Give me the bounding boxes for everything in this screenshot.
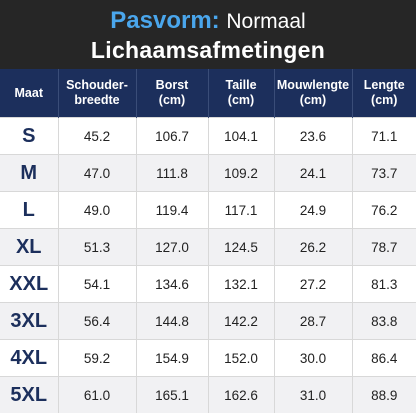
measure-cell: 56.4	[57, 302, 136, 340]
measure-cell: 111.8	[135, 154, 208, 192]
measure-cell: 165.1	[135, 376, 208, 413]
measure-cell: 47.0	[57, 154, 136, 192]
size-table: Maat Schouder-breedte Borst (cm) Taille (cm) M…	[0, 69, 416, 413]
measure-cell: 86.4	[351, 339, 416, 377]
fit-label: Pasvorm:	[110, 7, 220, 34]
measure-cell: 26.2	[273, 228, 352, 266]
measure-cell: 83.8	[351, 302, 416, 340]
column-header: Taille (cm)	[207, 69, 274, 118]
measure-cell: 162.6	[207, 376, 274, 413]
measure-cell: 59.2	[57, 339, 136, 377]
measure-cell: 134.6	[135, 265, 208, 303]
fit-line: Pasvorm: Normaal	[0, 0, 416, 36]
measure-cell: 142.2	[207, 302, 274, 340]
measure-cell: 124.5	[207, 228, 274, 266]
measure-cell: 24.1	[273, 154, 352, 192]
header-line: breedte	[74, 93, 120, 107]
measure-cell: 71.1	[351, 117, 416, 155]
header: Pasvorm: Normaal Lichaamsafmetingen	[0, 0, 416, 69]
size-label: M	[0, 154, 58, 192]
size-label: 5XL	[0, 376, 58, 413]
measure-cell: 51.3	[57, 228, 136, 266]
measure-cell: 127.0	[135, 228, 208, 266]
size-row: S 45.2 106.7 104.1 23.6 71.1	[0, 117, 416, 155]
header-line: Lengte	[363, 78, 405, 92]
measure-cell: 152.0	[207, 339, 274, 377]
measure-cell: 81.3	[351, 265, 416, 303]
size-label: XXL	[0, 265, 58, 303]
size-label: 4XL	[0, 339, 58, 377]
measure-cell: 54.1	[57, 265, 136, 303]
column-header: Mouwlengte (cm)	[273, 69, 352, 118]
measure-cell: 117.1	[207, 191, 274, 229]
measure-cell: 31.0	[273, 376, 352, 413]
measure-cell: 119.4	[135, 191, 208, 229]
table-body: S 45.2 106.7 104.1 23.6 71.1 M 47.0 111.8 109.2 24…	[0, 117, 416, 413]
size-row: M 47.0 111.8 109.2 24.1 73.7	[0, 154, 416, 192]
column-header: Lengte (cm)	[351, 69, 416, 118]
measure-cell: 104.1	[207, 117, 274, 155]
header-line: (cm)	[158, 93, 186, 107]
measure-cell: 76.2	[351, 191, 416, 229]
fit-value: Normaal	[226, 10, 306, 33]
header-line: Mouwlengte	[276, 78, 350, 92]
size-label: L	[0, 191, 58, 229]
size-row: 4XL 59.2 154.9 152.0 30.0 86.4	[0, 339, 416, 377]
measure-cell: 144.8	[135, 302, 208, 340]
measure-cell: 88.9	[351, 376, 416, 413]
measure-cell: 109.2	[207, 154, 274, 192]
column-header: Maat	[0, 69, 58, 118]
measure-cell: 106.7	[135, 117, 208, 155]
header-line: Taille	[225, 78, 257, 92]
measure-cell: 30.0	[273, 339, 352, 377]
table-head: Maat Schouder-breedte Borst (cm) Taille (cm) M…	[0, 69, 416, 118]
measure-cell: 45.2	[57, 117, 136, 155]
header-line: (cm)	[299, 93, 327, 107]
measure-cell: 24.9	[273, 191, 352, 229]
header-line: Maat	[14, 85, 43, 100]
measure-cell: 78.7	[351, 228, 416, 266]
measure-cell: 73.7	[351, 154, 416, 192]
measure-cell: 27.2	[273, 265, 352, 303]
measure-cell: 154.9	[135, 339, 208, 377]
header-line: (cm)	[371, 93, 398, 107]
size-row: XXL 54.1 134.6 132.1 27.2 81.3	[0, 265, 416, 303]
size-row: L 49.0 119.4 117.1 24.9 76.2	[0, 191, 416, 229]
size-label: XL	[0, 228, 58, 266]
size-row: 5XL 61.0 165.1 162.6 31.0 88.9	[0, 376, 416, 413]
header-line: Borst	[155, 78, 189, 92]
title: Lichaamsafmetingen	[90, 37, 326, 63]
column-header: Borst (cm)	[135, 69, 208, 118]
size-label: 3XL	[0, 302, 58, 340]
measure-cell: 23.6	[273, 117, 352, 155]
size-label: S	[0, 117, 58, 155]
header-line: (cm)	[227, 93, 255, 107]
column-header: Schouder-breedte	[57, 69, 136, 118]
measure-cell: 132.1	[207, 265, 274, 303]
size-row: 3XL 56.4 144.8 142.2 28.7 83.8	[0, 302, 416, 340]
measure-cell: 49.0	[57, 191, 136, 229]
measure-cell: 28.7	[273, 302, 352, 340]
size-row: XL 51.3 127.0 124.5 26.2 78.7	[0, 228, 416, 266]
header-row: Maat Schouder-breedte Borst (cm) Taille (cm) M…	[0, 69, 416, 118]
measure-cell: 61.0	[57, 376, 136, 413]
header-line: Schouder-	[66, 78, 128, 92]
